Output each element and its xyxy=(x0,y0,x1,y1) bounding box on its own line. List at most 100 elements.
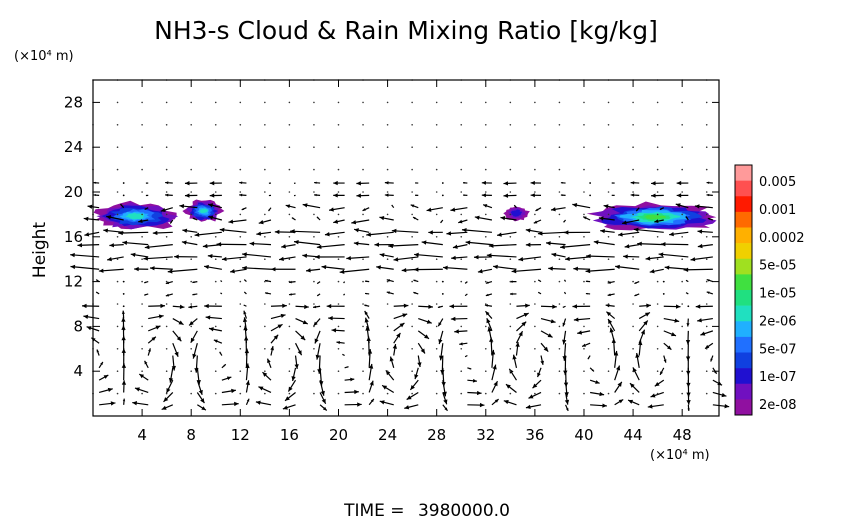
grid-dot xyxy=(288,124,291,126)
y-tick-label-4: 20 xyxy=(64,183,83,201)
wind-vector xyxy=(577,330,591,335)
wind-vector xyxy=(196,367,201,385)
cloud-region-1 xyxy=(182,199,225,222)
grid-dot xyxy=(632,280,634,283)
cloud-contour xyxy=(199,208,208,213)
wind-vector xyxy=(362,207,370,212)
grid-dot xyxy=(607,168,610,171)
wind-vector xyxy=(700,330,714,336)
grid-dot xyxy=(435,191,438,193)
wind-vector xyxy=(353,241,370,246)
grid-dot xyxy=(190,191,192,193)
wind-vector xyxy=(685,216,689,221)
time-value: 3980000.0 xyxy=(418,501,510,519)
grid-dot xyxy=(435,258,438,261)
grid-dot xyxy=(288,191,291,193)
wind-vector xyxy=(368,398,375,406)
wind-vector xyxy=(384,193,394,197)
wind-vector xyxy=(413,279,419,283)
grid-dot xyxy=(607,325,610,328)
grid-dot xyxy=(411,168,413,171)
grid-dot xyxy=(607,124,610,126)
wind-vector xyxy=(184,193,198,198)
grid-dot xyxy=(386,168,389,171)
grid-dot xyxy=(656,213,659,216)
grid-dot xyxy=(435,213,438,216)
wind-vector xyxy=(144,360,149,369)
wind-vector xyxy=(288,280,296,284)
y-tick-label-1: 8 xyxy=(73,317,83,335)
wind-vector xyxy=(366,231,394,237)
grid-dot xyxy=(190,168,192,171)
wind-vector xyxy=(264,292,272,295)
wind-vector xyxy=(326,304,345,309)
wind-vector xyxy=(406,391,419,401)
grid-dot xyxy=(705,303,708,305)
wind-vector xyxy=(364,280,370,283)
grid-dot xyxy=(509,213,512,216)
colorbar-swatch-10 xyxy=(735,321,752,338)
grid-dot xyxy=(558,213,561,216)
x-tick-label-9: 40 xyxy=(574,426,593,444)
wind-vector xyxy=(442,404,448,412)
grid-dot xyxy=(411,146,413,148)
wind-vector xyxy=(449,304,468,309)
colorbar-swatch-13 xyxy=(735,368,752,385)
wind-vector xyxy=(563,355,568,376)
wind-vector xyxy=(452,244,468,249)
wind-vector xyxy=(391,228,419,234)
wind-vector xyxy=(421,240,443,246)
wind-vector xyxy=(565,404,569,412)
wind-vector xyxy=(647,404,664,409)
grid-dot xyxy=(484,101,487,104)
wind-vector xyxy=(194,355,199,373)
wind-vector xyxy=(550,207,566,212)
wind-vector xyxy=(525,242,542,247)
x-tick-label-0: 4 xyxy=(137,426,147,444)
grid-dot xyxy=(435,325,438,328)
grid-dot xyxy=(141,280,143,283)
wind-vector xyxy=(221,388,236,394)
wind-vector xyxy=(413,267,443,272)
grid-dot xyxy=(484,392,487,395)
grid-dot xyxy=(460,191,463,193)
wind-vector xyxy=(293,194,296,197)
grid-dot xyxy=(337,325,340,328)
wind-vector xyxy=(305,268,321,273)
grid-dot xyxy=(534,101,536,104)
wind-vector xyxy=(243,291,247,295)
wind-vector xyxy=(98,387,113,394)
grid-dot xyxy=(484,348,487,350)
wind-vector xyxy=(417,342,426,354)
wind-vector xyxy=(607,318,616,332)
grid-dot xyxy=(362,280,364,283)
wind-vector xyxy=(404,404,419,410)
wind-vector xyxy=(239,193,247,197)
grid-dot xyxy=(435,280,438,283)
wind-vector xyxy=(664,265,689,270)
wind-vector xyxy=(83,216,100,222)
grid-dot xyxy=(313,303,315,305)
grid-dot xyxy=(435,392,438,395)
wind-vector xyxy=(270,334,279,344)
grid-dot xyxy=(190,146,192,148)
wind-vector xyxy=(513,204,517,209)
grid-dot xyxy=(214,303,217,305)
wind-vector xyxy=(706,279,714,283)
wind-vector xyxy=(535,207,542,212)
grid-dot xyxy=(534,146,536,148)
wind-vector xyxy=(442,392,448,405)
wind-vector xyxy=(663,304,681,309)
wind-vector xyxy=(270,267,296,272)
grid-dot xyxy=(141,392,143,395)
wind-vector xyxy=(221,363,227,369)
grid-dot xyxy=(656,236,659,238)
grid-dot xyxy=(558,303,561,305)
wind-vector xyxy=(415,194,419,196)
wind-vector xyxy=(95,291,100,295)
grid-dot xyxy=(558,258,561,261)
wind-vector xyxy=(697,229,713,234)
wind-vector xyxy=(410,204,419,209)
wind-vector xyxy=(172,318,184,326)
wind-vector xyxy=(270,313,286,320)
